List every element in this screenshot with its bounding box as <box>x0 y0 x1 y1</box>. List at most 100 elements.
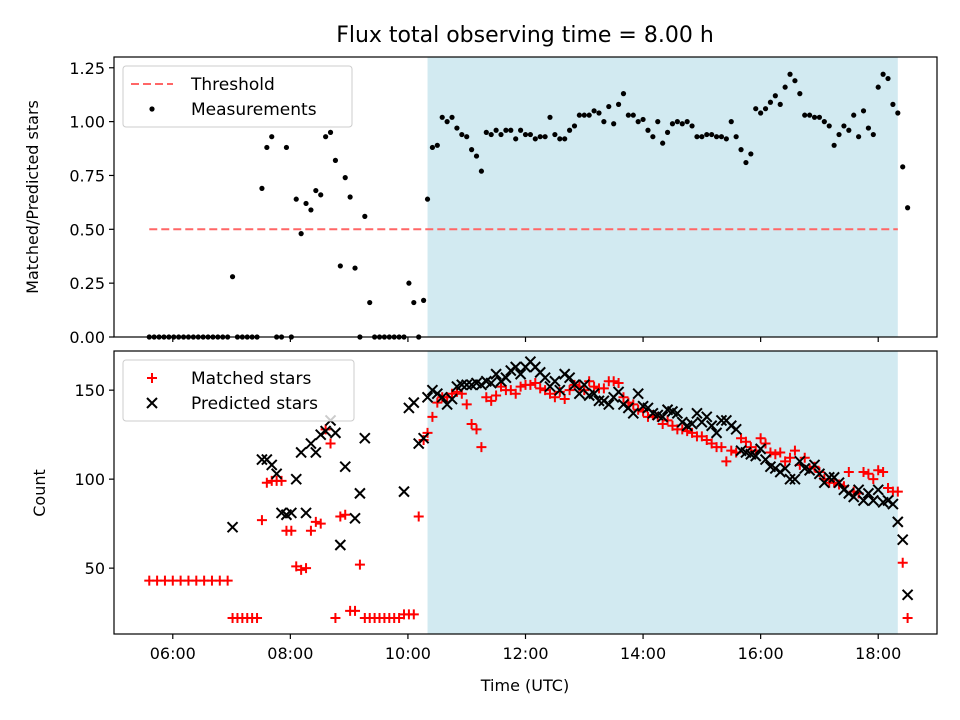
measurement-point <box>640 116 646 123</box>
measurement-point <box>890 101 896 107</box>
matched-star-point <box>252 612 263 623</box>
predicted-star-point <box>862 487 875 500</box>
figure-title: Flux total observing time = 8.00 h <box>336 23 714 48</box>
measurement-point <box>449 114 455 120</box>
matched-star-point <box>408 609 419 620</box>
matched-star-point <box>843 467 854 478</box>
top-observing-window-shade <box>427 57 898 337</box>
matched-star-point <box>330 612 341 623</box>
measurement-point <box>513 136 519 142</box>
matched-star-point <box>858 467 869 478</box>
measurement-point <box>469 147 475 153</box>
matched-star-point <box>515 381 526 392</box>
measurement-point <box>552 131 558 138</box>
measurement-point <box>259 185 265 191</box>
predicted-star-point <box>339 460 351 473</box>
measurement-point <box>694 134 700 140</box>
predicted-star-point <box>897 533 909 546</box>
predicted-star-point <box>705 420 718 432</box>
measurement-point <box>787 71 793 77</box>
matched-star-point <box>301 563 312 574</box>
predicted-star-point <box>310 446 322 459</box>
bottom-panel: 50 100 150 06:00 08:00 10:00 12:00 14:00 16:00 18… <box>30 350 938 695</box>
predicted-star-point <box>568 379 581 391</box>
measurement-point <box>308 207 314 213</box>
measurement-point <box>313 187 319 194</box>
predicted-star-point <box>701 411 713 423</box>
matched-star-point <box>466 418 477 429</box>
predicted-star-point <box>627 407 639 420</box>
measurement-point <box>611 121 617 127</box>
xtick-label: 18:00 <box>855 644 901 663</box>
measurement-point <box>733 134 739 140</box>
predicted-star-point <box>691 407 703 420</box>
measurement-point <box>424 196 431 202</box>
matched-star-point <box>491 390 502 401</box>
predicted-star-point <box>823 471 835 484</box>
top-legend-label: Threshold <box>190 75 275 95</box>
measurement-point <box>713 134 720 140</box>
predicted-star-point <box>578 379 590 391</box>
predicted-star-point <box>813 468 826 480</box>
predicted-star-point <box>334 539 347 551</box>
measurement-point <box>493 127 499 133</box>
measurement-point <box>508 127 514 133</box>
measurement-point <box>738 147 744 153</box>
top-ytick-label: 0.25 <box>69 274 105 293</box>
bottom-ytick-label: 100 <box>74 470 105 489</box>
predicted-star-point <box>539 371 551 384</box>
measurement-point <box>669 121 676 127</box>
measurement-point <box>303 200 309 207</box>
measurement-point <box>635 119 641 125</box>
measurement-point <box>483 129 489 135</box>
predicted-star-point <box>446 393 458 405</box>
matched-star-point <box>535 383 546 394</box>
matched-star-point <box>726 445 737 456</box>
legend-measurement-swatch <box>149 106 155 112</box>
measurement-point <box>650 134 656 140</box>
measurement-point <box>772 93 778 99</box>
measurement-point <box>406 280 412 286</box>
measurement-point <box>562 136 568 142</box>
measurement-point <box>464 134 470 140</box>
predicted-star-point <box>270 468 283 480</box>
predicted-star-point <box>398 485 410 498</box>
predicted-star-point <box>461 379 473 391</box>
matched-star-point <box>354 559 365 570</box>
measurement-point <box>807 112 813 118</box>
bottom-xlabel: Time (UTC) <box>480 676 569 695</box>
predicted-star-point <box>730 423 742 436</box>
measurement-point <box>323 134 329 140</box>
predicted-star-point <box>892 516 904 528</box>
measurement-point <box>557 136 563 142</box>
matched-star-point <box>320 424 331 435</box>
matched-star-point <box>564 385 575 396</box>
predicted-star-point <box>305 437 317 450</box>
measurement-point <box>586 112 592 118</box>
matched-star-point <box>775 447 786 458</box>
bottom-legend: Matched stars Predicted stars <box>122 359 355 422</box>
xtick-label: 16:00 <box>738 644 784 663</box>
top-panel: 0.00 0.25 0.50 0.75 1.00 1.25 Matched/Predict… <box>23 56 938 347</box>
predicted-star-point <box>417 432 430 444</box>
bottom-legend-label: Predicted stars <box>191 394 318 414</box>
matched-star-point <box>873 465 884 476</box>
measurement-point <box>332 157 339 163</box>
matched-star-point <box>340 509 351 520</box>
predicted-star-point <box>490 368 502 380</box>
matched-star-point <box>559 394 570 405</box>
matched-star-point <box>286 525 297 536</box>
measurement-point <box>900 164 906 170</box>
top-ytick-label: 1.25 <box>69 59 105 78</box>
bottom-ytick-label: 50 <box>85 559 105 578</box>
xtick-label: 10:00 <box>385 644 431 663</box>
predicted-star-point <box>887 498 899 510</box>
predicted-star-point <box>285 507 298 519</box>
predicted-star-point <box>867 494 880 507</box>
measurement-point <box>429 144 436 151</box>
measurement-point <box>606 103 612 110</box>
matched-star-point <box>863 468 874 479</box>
measurement-point <box>674 119 680 125</box>
measurement-point <box>826 123 832 129</box>
measurement-point <box>581 112 587 118</box>
